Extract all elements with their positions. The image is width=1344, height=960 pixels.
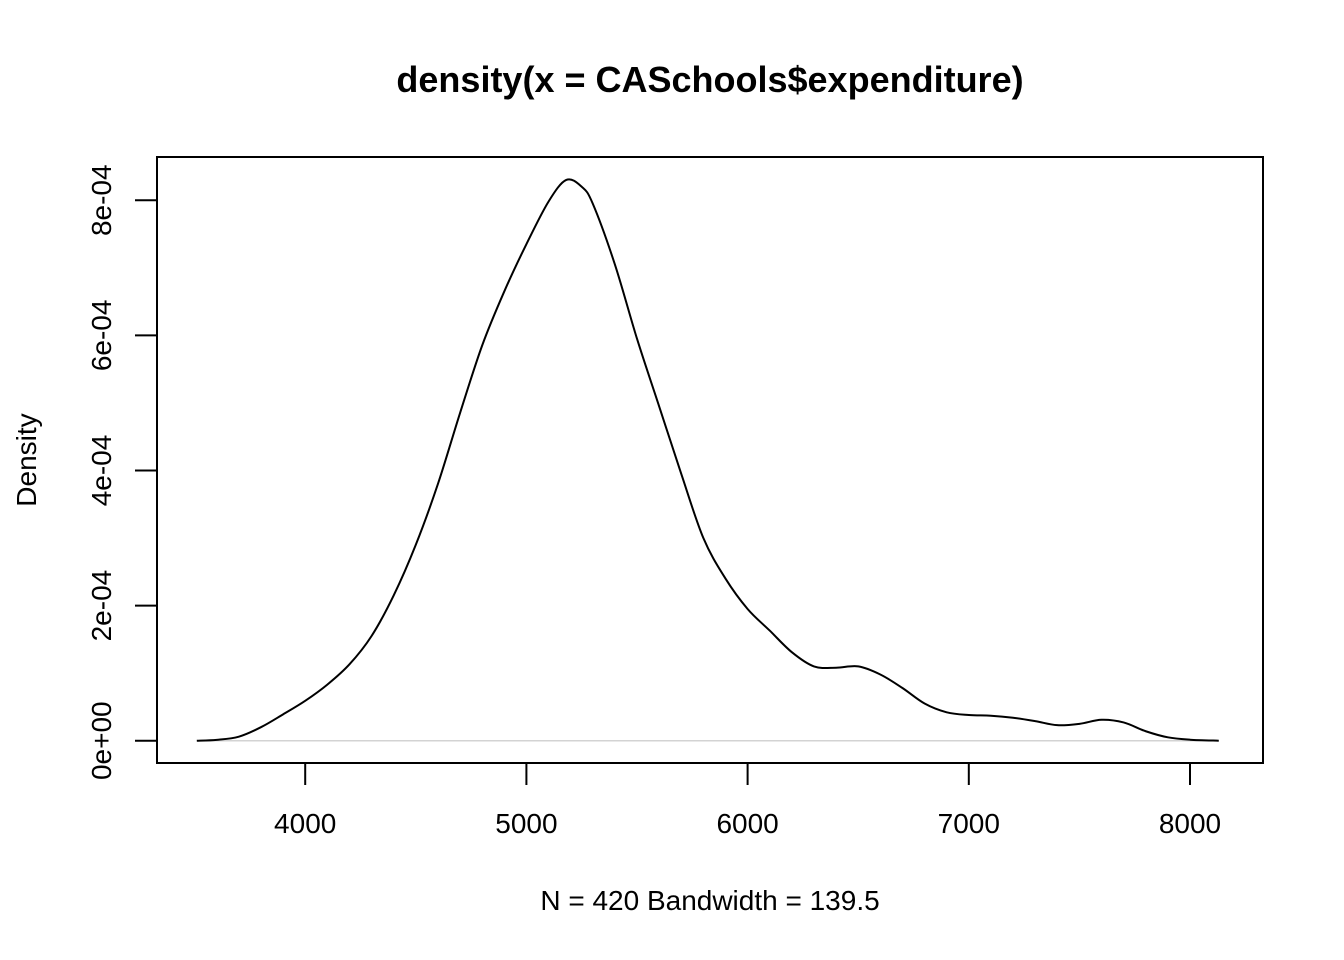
x-axis: 4000 5000 6000 7000 8000 bbox=[274, 762, 1221, 839]
x-tick-label: 5000 bbox=[495, 808, 557, 839]
x-tick-label: 6000 bbox=[716, 808, 778, 839]
x-tick-label: 7000 bbox=[938, 808, 1000, 839]
y-tick-label: 2e-04 bbox=[86, 570, 117, 642]
y-tick-label: 4e-04 bbox=[86, 435, 117, 507]
x-axis-label: N = 420 Bandwidth = 139.5 bbox=[540, 885, 879, 916]
plot-frame bbox=[156, 156, 1264, 764]
y-tick-label: 8e-04 bbox=[86, 164, 117, 236]
density-curve bbox=[196, 178, 1219, 742]
y-axis-label: Density bbox=[11, 413, 42, 506]
x-tick-label: 4000 bbox=[274, 808, 336, 839]
x-tick-label: 8000 bbox=[1159, 808, 1221, 839]
y-tick-label: 0e+00 bbox=[86, 701, 117, 780]
y-tick-label: 6e-04 bbox=[86, 300, 117, 372]
chart-title: density(x = CASchools$expenditure) bbox=[396, 59, 1023, 100]
y-axis: 0e+00 2e-04 4e-04 6e-04 8e-04 bbox=[86, 164, 158, 780]
